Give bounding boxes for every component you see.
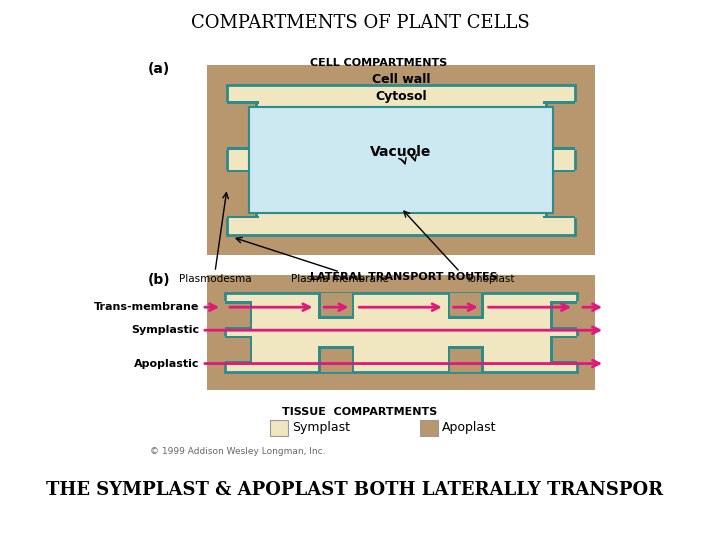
Bar <box>420 420 438 436</box>
Bar <box>255 170 258 218</box>
Bar <box>545 170 547 218</box>
Bar <box>225 336 252 339</box>
Bar <box>255 102 258 150</box>
Text: Cytosol: Cytosol <box>375 90 427 103</box>
Bar <box>543 215 575 218</box>
Text: CELL COMPARTMENTS: CELL COMPARTMENTS <box>310 58 447 68</box>
Bar <box>225 293 577 372</box>
Bar <box>318 346 354 372</box>
Bar <box>550 336 577 339</box>
Bar <box>318 346 354 349</box>
Text: COMPARTMENTS OF PLANT CELLS: COMPARTMENTS OF PLANT CELLS <box>191 14 529 32</box>
Bar <box>448 346 484 372</box>
Bar <box>448 346 450 372</box>
Bar <box>545 102 595 150</box>
Bar <box>249 107 553 213</box>
Text: Symplastic: Symplastic <box>131 325 199 335</box>
Bar <box>227 85 575 235</box>
Bar <box>550 301 577 304</box>
Bar <box>227 170 259 172</box>
Bar <box>352 346 354 372</box>
Bar <box>318 293 354 319</box>
Text: Tonoplast: Tonoplast <box>465 274 515 284</box>
Bar <box>318 293 321 319</box>
Text: Plasma membrane: Plasma membrane <box>291 274 389 284</box>
Bar <box>543 102 575 104</box>
Bar <box>448 293 450 319</box>
Bar <box>550 301 595 329</box>
Text: Symplast: Symplast <box>292 422 350 435</box>
Bar <box>481 346 484 372</box>
Bar <box>352 293 354 319</box>
Bar <box>318 316 354 319</box>
Bar <box>250 336 252 363</box>
Bar <box>227 102 259 104</box>
Bar <box>550 327 577 329</box>
Bar <box>227 215 259 218</box>
Bar <box>550 336 552 363</box>
Bar <box>207 170 257 218</box>
Bar <box>225 361 252 363</box>
Text: (b): (b) <box>148 273 171 287</box>
Bar <box>207 336 252 363</box>
Text: Apoplastic: Apoplastic <box>133 359 199 368</box>
Bar <box>225 301 252 304</box>
Bar <box>270 420 288 436</box>
Bar <box>250 301 252 329</box>
Text: Cell wall: Cell wall <box>372 73 431 86</box>
Bar <box>207 65 595 255</box>
Text: THE SYMPLAST & APOPLAST BOTH LATERALLY TRANSPOR: THE SYMPLAST & APOPLAST BOTH LATERALLY T… <box>46 481 664 499</box>
Bar <box>207 301 252 329</box>
Text: Apoplast: Apoplast <box>442 422 497 435</box>
Bar <box>225 327 252 329</box>
Text: LATERAL TRANSPORT ROUTES: LATERAL TRANSPORT ROUTES <box>310 272 498 282</box>
Bar <box>550 301 552 329</box>
Text: Trans-membrane: Trans-membrane <box>94 302 199 312</box>
Bar <box>545 170 595 218</box>
Bar <box>545 102 547 150</box>
Bar <box>448 316 484 319</box>
Bar <box>227 147 259 150</box>
Bar <box>550 336 595 363</box>
Text: TISSUE  COMPARTMENTS: TISSUE COMPARTMENTS <box>282 407 438 417</box>
Bar <box>543 147 575 150</box>
Bar <box>543 170 575 172</box>
Text: (a): (a) <box>148 62 170 76</box>
Bar <box>207 102 257 150</box>
Bar <box>481 293 484 319</box>
Bar <box>318 346 321 372</box>
Bar <box>448 346 484 349</box>
Bar <box>207 275 595 390</box>
Bar <box>550 361 577 363</box>
Text: © 1999 Addison Wesley Longman, Inc.: © 1999 Addison Wesley Longman, Inc. <box>150 448 325 456</box>
Bar <box>448 293 484 319</box>
Text: Vacuole: Vacuole <box>370 145 432 159</box>
Text: Plasmodesma: Plasmodesma <box>179 274 251 284</box>
